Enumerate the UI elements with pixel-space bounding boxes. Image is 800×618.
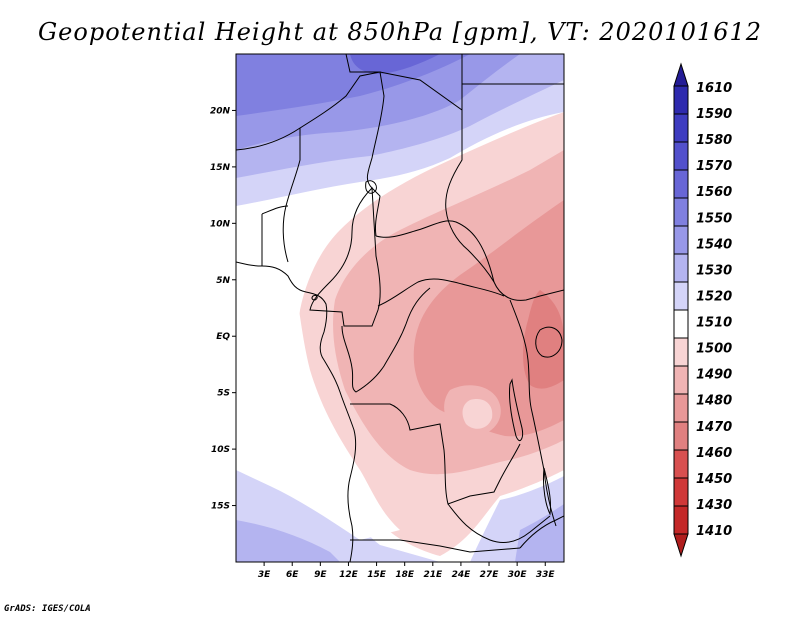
lat-tick-label: 5S	[217, 389, 230, 399]
lon-tick-label: 3E	[258, 570, 271, 580]
border-sudan-chad	[445, 110, 495, 283]
field-blue-southeast-2	[515, 504, 564, 562]
latitude-axis: 20N 15N 10N 5N EQ 5S 10S 15S	[210, 106, 236, 512]
political-boundaries	[236, 54, 564, 562]
map-title: Geopotential Height at 850hPa [gpm], VT:…	[38, 18, 762, 46]
colorbar-segment	[673, 477, 689, 507]
colorbar-label: 1590	[696, 107, 732, 122]
colorbar-segment	[673, 337, 689, 367]
colorbar-arrow-bottom	[673, 533, 689, 558]
border-car-south	[377, 278, 505, 307]
border-angola-namibia	[350, 539, 521, 553]
colorbar-label: 1540	[696, 237, 732, 252]
colorbar-label: 1410	[696, 524, 732, 539]
colorbar-segment	[673, 281, 689, 311]
colorbar-label: 1450	[696, 472, 732, 487]
colorbar-segment	[673, 253, 689, 283]
colorbar-label: 1580	[696, 133, 732, 148]
colorbar-segment	[673, 421, 689, 451]
lat-tick-label: 5N	[216, 276, 230, 286]
field-blue-south-1540	[236, 520, 340, 562]
lon-tick-label: 24E	[452, 570, 472, 580]
coastline-west-africa	[236, 261, 357, 562]
border-nigeria	[261, 205, 289, 266]
lon-tick-label: 18E	[395, 570, 415, 580]
lon-tick-label: 15E	[367, 570, 387, 580]
colorbar-segment	[673, 393, 689, 423]
border-chad-libya	[345, 54, 463, 111]
colorbar-segment	[673, 85, 689, 115]
colorbar-label: 1430	[696, 498, 732, 513]
colorbar: 1610 1590 1580 1570 1560 1550 1540 1530 1520 1510…	[673, 62, 732, 558]
colorbar-label: 1510	[696, 316, 732, 331]
colorbar-label: 1560	[696, 185, 732, 200]
colorbar-label: 1610	[696, 81, 732, 96]
border-congo	[341, 287, 431, 393]
lat-tick-label: EQ	[216, 332, 230, 342]
lon-tick-label: 9E	[314, 570, 327, 580]
border-east-africa	[509, 299, 557, 527]
colorbar-segment	[673, 169, 689, 199]
lon-tick-label: 6E	[286, 570, 299, 580]
colorbar-label: 1460	[696, 446, 732, 461]
colorbar-segment	[673, 113, 689, 143]
longitude-axis: 3E 6E 9E 12E 15E 18E 21E 24E 27E 30E 33E	[258, 562, 556, 580]
height-field	[236, 54, 564, 562]
grads-credit: GrADS: IGES/COLA	[4, 604, 91, 614]
lat-tick-label: 10S	[211, 445, 230, 455]
lat-tick-label: 15N	[210, 163, 231, 173]
lake-tanganyika	[509, 378, 523, 441]
lon-tick-label: 12E	[339, 570, 359, 580]
colorbar-segment	[673, 197, 689, 227]
colorbar-label: 1530	[696, 263, 732, 278]
lat-tick-label: 20N	[210, 106, 231, 116]
lon-tick-label: 27E	[480, 570, 500, 580]
lake-victoria	[535, 326, 563, 358]
colorbar-label: 1500	[696, 342, 732, 357]
lon-tick-label: 30E	[508, 570, 528, 580]
lon-tick-label: 33E	[536, 570, 556, 580]
colorbar-segment	[673, 309, 689, 339]
colorbar-label: 1470	[696, 420, 732, 435]
colorbar-segment	[673, 225, 689, 255]
border-sahel	[236, 71, 385, 237]
colorbar-arrow-top	[673, 62, 689, 87]
lake-chad	[365, 180, 377, 194]
colorbar-label: 1490	[696, 368, 732, 383]
coast-mozambique	[519, 515, 564, 549]
island-bioko	[311, 295, 318, 301]
map-frame	[235, 53, 565, 563]
lat-tick-label: 10N	[210, 219, 231, 229]
lon-tick-label: 21E	[423, 570, 443, 580]
field-white-atlantic	[236, 206, 400, 540]
field-pink-lighter-spot-2	[462, 399, 493, 429]
lake-malawi	[543, 467, 551, 516]
border-cameroon	[309, 186, 381, 327]
border-drc-angola	[350, 403, 521, 505]
colorbar-segment	[673, 141, 689, 171]
border-zambia	[447, 503, 551, 543]
lat-tick-label: 15S	[211, 502, 230, 512]
colorbar-segment	[673, 505, 689, 535]
colorbar-label: 1550	[696, 211, 732, 226]
colorbar-label: 1520	[696, 289, 732, 304]
colorbar-segment	[673, 365, 689, 395]
field-pink-1470	[523, 290, 564, 389]
border-car	[375, 220, 564, 301]
field-blue-1570	[350, 54, 440, 74]
colorbar-label: 1570	[696, 159, 732, 174]
colorbar-segment	[673, 449, 689, 479]
colorbar-label: 1480	[696, 394, 732, 409]
field-blue-1560	[236, 54, 470, 116]
